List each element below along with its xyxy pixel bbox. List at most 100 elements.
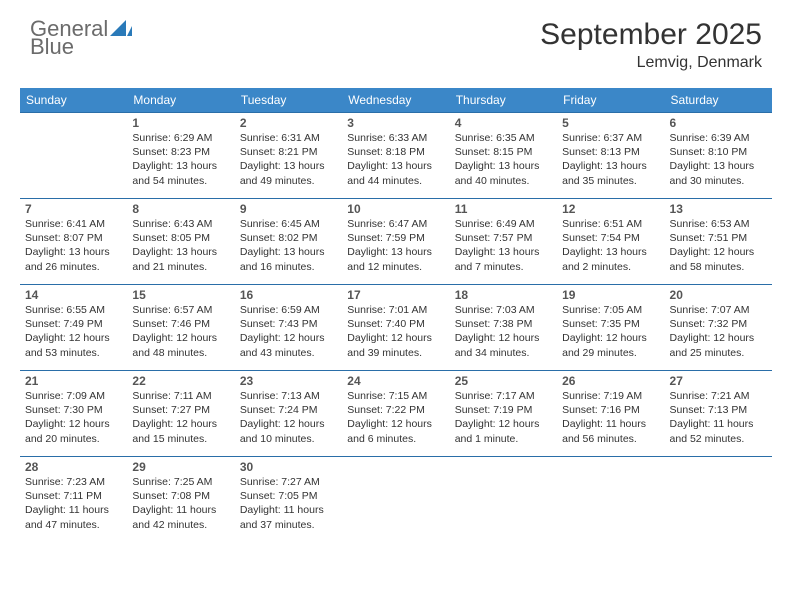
sunset-text: Sunset: 8:10 PM: [670, 145, 767, 159]
sunset-text: Sunset: 7:05 PM: [240, 489, 337, 503]
day-info: Sunrise: 6:55 AMSunset: 7:49 PMDaylight:…: [25, 303, 122, 360]
sunrise-text: Sunrise: 6:29 AM: [132, 131, 229, 145]
daylight-text: Daylight: 12 hours and 29 minutes.: [562, 331, 659, 359]
day-info: Sunrise: 6:45 AMSunset: 8:02 PMDaylight:…: [240, 217, 337, 274]
sunrise-text: Sunrise: 6:31 AM: [240, 131, 337, 145]
calendar-cell: 16Sunrise: 6:59 AMSunset: 7:43 PMDayligh…: [235, 285, 342, 371]
daylight-text: Daylight: 11 hours and 52 minutes.: [670, 417, 767, 445]
daylight-text: Daylight: 12 hours and 48 minutes.: [132, 331, 229, 359]
sunset-text: Sunset: 8:05 PM: [132, 231, 229, 245]
sunset-text: Sunset: 7:32 PM: [670, 317, 767, 331]
day-number: 15: [132, 288, 229, 302]
daylight-text: Daylight: 13 hours and 2 minutes.: [562, 245, 659, 273]
calendar-cell: [450, 457, 557, 543]
day-header: Tuesday: [235, 88, 342, 113]
calendar-cell: [557, 457, 664, 543]
day-info: Sunrise: 6:59 AMSunset: 7:43 PMDaylight:…: [240, 303, 337, 360]
calendar-cell: 4Sunrise: 6:35 AMSunset: 8:15 PMDaylight…: [450, 113, 557, 199]
calendar-cell: 9Sunrise: 6:45 AMSunset: 8:02 PMDaylight…: [235, 199, 342, 285]
sunset-text: Sunset: 7:38 PM: [455, 317, 552, 331]
sunrise-text: Sunrise: 6:39 AM: [670, 131, 767, 145]
day-info: Sunrise: 6:41 AMSunset: 8:07 PMDaylight:…: [25, 217, 122, 274]
day-number: 9: [240, 202, 337, 216]
day-header: Sunday: [20, 88, 127, 113]
sunrise-text: Sunrise: 7:07 AM: [670, 303, 767, 317]
day-number: 12: [562, 202, 659, 216]
calendar-cell: 6Sunrise: 6:39 AMSunset: 8:10 PMDaylight…: [665, 113, 772, 199]
day-info: Sunrise: 6:39 AMSunset: 8:10 PMDaylight:…: [670, 131, 767, 188]
daylight-text: Daylight: 13 hours and 12 minutes.: [347, 245, 444, 273]
daylight-text: Daylight: 11 hours and 42 minutes.: [132, 503, 229, 531]
calendar-cell: 18Sunrise: 7:03 AMSunset: 7:38 PMDayligh…: [450, 285, 557, 371]
day-header: Saturday: [665, 88, 772, 113]
day-info: Sunrise: 6:53 AMSunset: 7:51 PMDaylight:…: [670, 217, 767, 274]
sunset-text: Sunset: 7:35 PM: [562, 317, 659, 331]
day-info: Sunrise: 6:35 AMSunset: 8:15 PMDaylight:…: [455, 131, 552, 188]
calendar-cell: 14Sunrise: 6:55 AMSunset: 7:49 PMDayligh…: [20, 285, 127, 371]
daylight-text: Daylight: 12 hours and 10 minutes.: [240, 417, 337, 445]
calendar-cell: 22Sunrise: 7:11 AMSunset: 7:27 PMDayligh…: [127, 371, 234, 457]
day-info: Sunrise: 7:05 AMSunset: 7:35 PMDaylight:…: [562, 303, 659, 360]
day-header: Monday: [127, 88, 234, 113]
daylight-text: Daylight: 13 hours and 7 minutes.: [455, 245, 552, 273]
sunset-text: Sunset: 8:02 PM: [240, 231, 337, 245]
sunrise-text: Sunrise: 7:03 AM: [455, 303, 552, 317]
calendar-cell: 15Sunrise: 6:57 AMSunset: 7:46 PMDayligh…: [127, 285, 234, 371]
day-number: 8: [132, 202, 229, 216]
sunrise-text: Sunrise: 7:11 AM: [132, 389, 229, 403]
logo-sail-icon: [110, 18, 132, 40]
calendar-cell: 11Sunrise: 6:49 AMSunset: 7:57 PMDayligh…: [450, 199, 557, 285]
calendar-cell: 3Sunrise: 6:33 AMSunset: 8:18 PMDaylight…: [342, 113, 449, 199]
sunrise-text: Sunrise: 6:59 AM: [240, 303, 337, 317]
daylight-text: Daylight: 11 hours and 56 minutes.: [562, 417, 659, 445]
daylight-text: Daylight: 13 hours and 44 minutes.: [347, 159, 444, 187]
sunrise-text: Sunrise: 6:51 AM: [562, 217, 659, 231]
day-info: Sunrise: 7:15 AMSunset: 7:22 PMDaylight:…: [347, 389, 444, 446]
day-info: Sunrise: 6:47 AMSunset: 7:59 PMDaylight:…: [347, 217, 444, 274]
calendar-cell: 21Sunrise: 7:09 AMSunset: 7:30 PMDayligh…: [20, 371, 127, 457]
daylight-text: Daylight: 13 hours and 49 minutes.: [240, 159, 337, 187]
sunset-text: Sunset: 7:49 PM: [25, 317, 122, 331]
calendar-cell: 28Sunrise: 7:23 AMSunset: 7:11 PMDayligh…: [20, 457, 127, 543]
day-info: Sunrise: 7:07 AMSunset: 7:32 PMDaylight:…: [670, 303, 767, 360]
location-label: Lemvig, Denmark: [540, 54, 762, 72]
calendar-table: SundayMondayTuesdayWednesdayThursdayFrid…: [20, 88, 772, 543]
sunset-text: Sunset: 8:15 PM: [455, 145, 552, 159]
day-number: 3: [347, 116, 444, 130]
day-info: Sunrise: 7:01 AMSunset: 7:40 PMDaylight:…: [347, 303, 444, 360]
sunset-text: Sunset: 7:54 PM: [562, 231, 659, 245]
day-header-row: SundayMondayTuesdayWednesdayThursdayFrid…: [20, 88, 772, 113]
day-header: Wednesday: [342, 88, 449, 113]
day-info: Sunrise: 6:49 AMSunset: 7:57 PMDaylight:…: [455, 217, 552, 274]
sunrise-text: Sunrise: 6:37 AM: [562, 131, 659, 145]
day-number: 6: [670, 116, 767, 130]
day-number: 7: [25, 202, 122, 216]
calendar-cell: [665, 457, 772, 543]
calendar-week-row: 14Sunrise: 6:55 AMSunset: 7:49 PMDayligh…: [20, 285, 772, 371]
day-number: 14: [25, 288, 122, 302]
sunrise-text: Sunrise: 6:41 AM: [25, 217, 122, 231]
sunset-text: Sunset: 8:23 PM: [132, 145, 229, 159]
sunrise-text: Sunrise: 7:17 AM: [455, 389, 552, 403]
day-info: Sunrise: 7:11 AMSunset: 7:27 PMDaylight:…: [132, 389, 229, 446]
daylight-text: Daylight: 13 hours and 16 minutes.: [240, 245, 337, 273]
daylight-text: Daylight: 11 hours and 37 minutes.: [240, 503, 337, 531]
calendar-week-row: 7Sunrise: 6:41 AMSunset: 8:07 PMDaylight…: [20, 199, 772, 285]
day-number: 21: [25, 374, 122, 388]
daylight-text: Daylight: 13 hours and 35 minutes.: [562, 159, 659, 187]
sunset-text: Sunset: 7:11 PM: [25, 489, 122, 503]
sunset-text: Sunset: 7:51 PM: [670, 231, 767, 245]
day-number: 27: [670, 374, 767, 388]
title-block: September 2025 Lemvig, Denmark: [540, 18, 762, 72]
day-number: 23: [240, 374, 337, 388]
sunrise-text: Sunrise: 6:53 AM: [670, 217, 767, 231]
page-title: September 2025: [540, 18, 762, 52]
day-number: 2: [240, 116, 337, 130]
day-info: Sunrise: 6:57 AMSunset: 7:46 PMDaylight:…: [132, 303, 229, 360]
calendar-cell: 7Sunrise: 6:41 AMSunset: 8:07 PMDaylight…: [20, 199, 127, 285]
day-number: 20: [670, 288, 767, 302]
day-info: Sunrise: 6:51 AMSunset: 7:54 PMDaylight:…: [562, 217, 659, 274]
day-info: Sunrise: 7:13 AMSunset: 7:24 PMDaylight:…: [240, 389, 337, 446]
daylight-text: Daylight: 12 hours and 53 minutes.: [25, 331, 122, 359]
calendar-cell: 17Sunrise: 7:01 AMSunset: 7:40 PMDayligh…: [342, 285, 449, 371]
